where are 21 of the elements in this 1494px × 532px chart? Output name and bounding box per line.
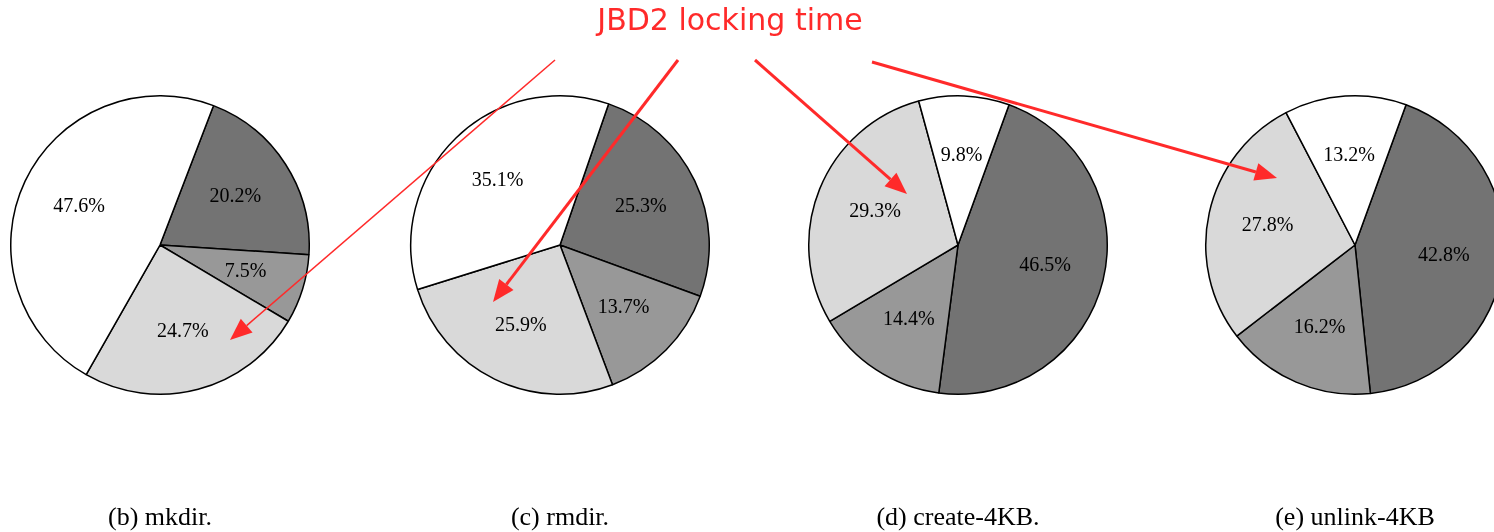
data-label: 35.1% (471, 168, 524, 191)
data-label: 9.8% (940, 142, 983, 165)
data-label: 24.7% (157, 318, 209, 341)
text: (d) create-4KB. (875, 502, 1041, 532)
data-label: 42.8% (1418, 243, 1470, 266)
text: (c) rmdir. (509, 502, 611, 532)
data-label: 27.8% (1241, 212, 1294, 235)
data-label: 13.7% (597, 295, 650, 318)
data-label: 46.5% (1019, 253, 1071, 276)
data-label: 13.2% (1323, 142, 1375, 165)
data-label: 20.2% (209, 183, 262, 206)
data-label: 14.4% (882, 307, 935, 330)
data-label: 7.5% (224, 258, 267, 281)
data-label: 25.3% (615, 193, 667, 216)
data-label: 29.3% (849, 198, 901, 221)
text: (b) mkdir. (107, 502, 213, 532)
text: (e) unlink-4KB (1274, 502, 1436, 532)
text: JBD2 locking time (594, 2, 864, 37)
data-label: 25.9% (494, 312, 547, 335)
data-label: 47.6% (53, 193, 105, 216)
data-label: 16.2% (1293, 314, 1346, 337)
